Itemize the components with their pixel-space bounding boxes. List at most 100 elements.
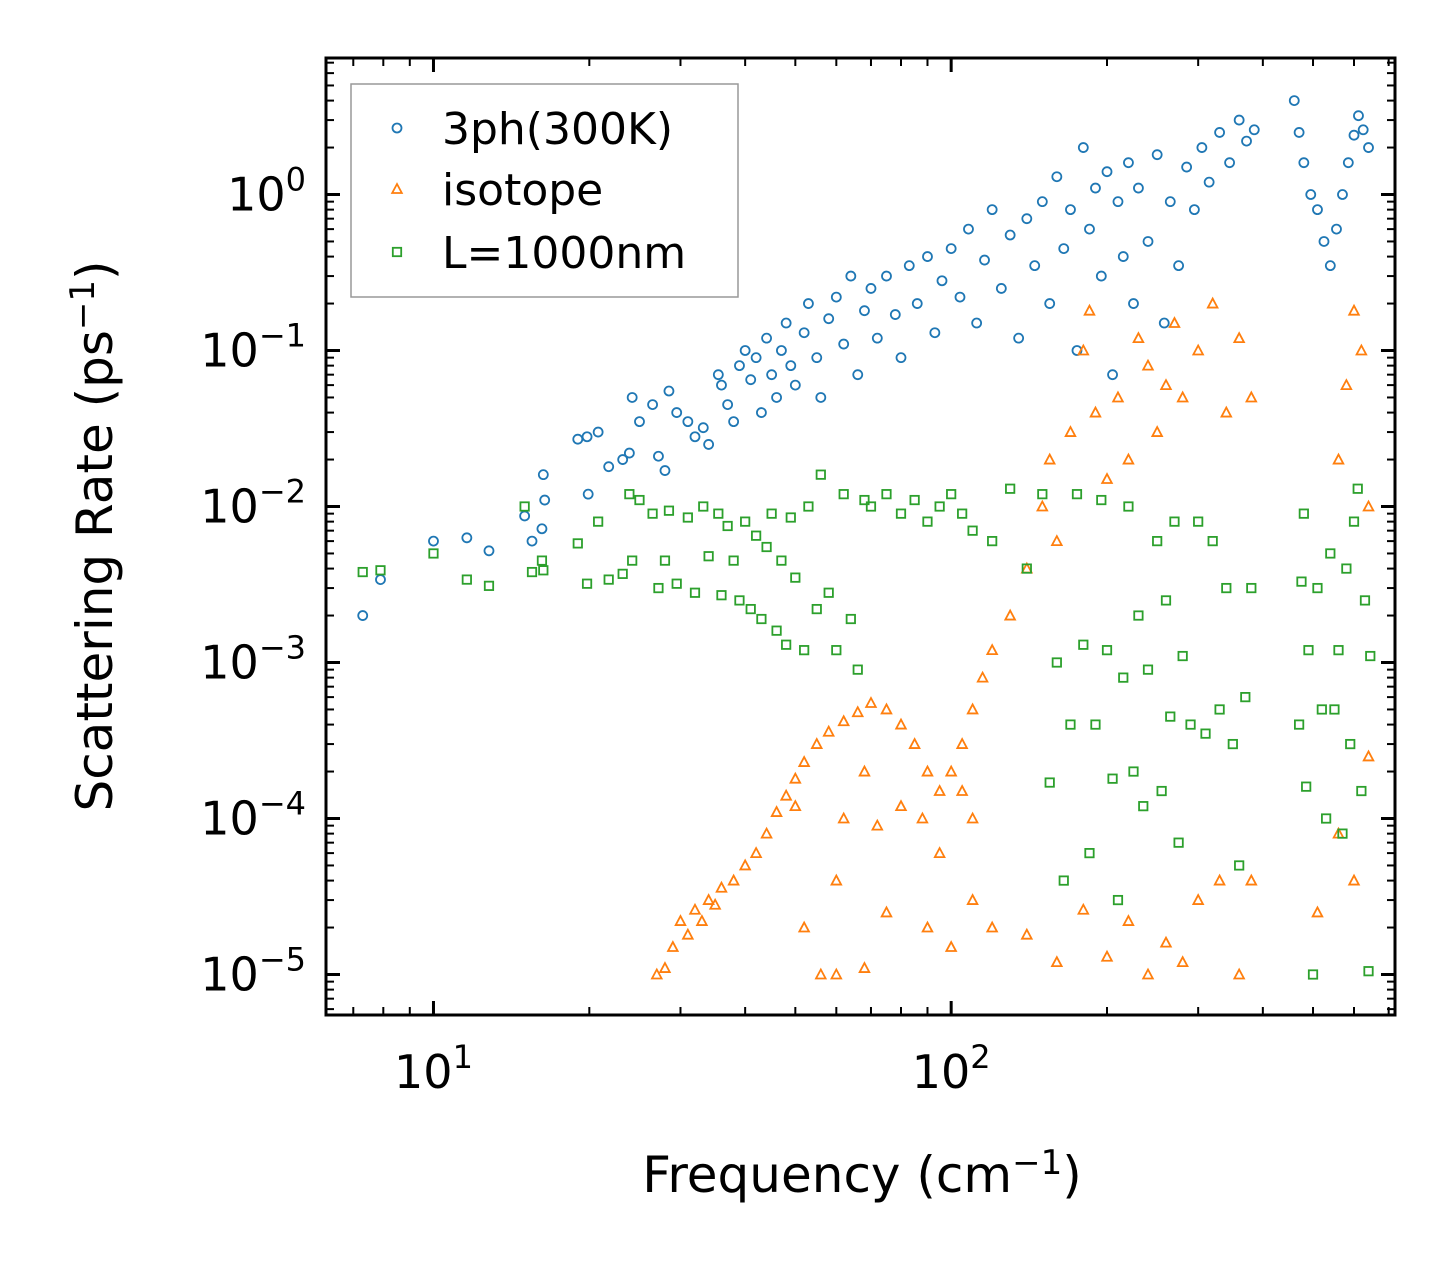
data-point xyxy=(626,392,638,403)
data-point xyxy=(995,283,1007,294)
data-point xyxy=(1214,127,1225,138)
data-point xyxy=(1185,719,1196,730)
data-point xyxy=(933,784,946,796)
x-tick-label: 101 xyxy=(394,1038,473,1099)
data-point xyxy=(987,536,998,547)
data-point xyxy=(581,578,593,589)
data-point xyxy=(375,565,386,576)
data-point xyxy=(864,696,878,708)
data-point xyxy=(810,737,824,749)
data-point xyxy=(722,399,734,411)
data-point xyxy=(1071,489,1083,500)
data-point xyxy=(837,811,850,824)
data-point xyxy=(822,724,835,737)
data-point xyxy=(1141,967,1155,980)
y-tick-label: 10−2 xyxy=(200,473,306,534)
data-point xyxy=(1207,536,1218,547)
data-point xyxy=(1296,576,1307,587)
data-point xyxy=(859,305,870,317)
data-point xyxy=(1221,582,1232,594)
data-point xyxy=(617,454,629,465)
data-point xyxy=(1084,848,1095,859)
data-point xyxy=(526,535,538,547)
data-point xyxy=(1325,548,1336,559)
data-point xyxy=(1303,645,1314,656)
data-point xyxy=(1191,893,1205,905)
data-point xyxy=(734,595,745,606)
legend-marker-square-icon xyxy=(391,246,403,258)
data-point xyxy=(823,313,835,325)
data-point xyxy=(483,580,495,591)
data-point xyxy=(929,327,941,339)
data-point xyxy=(838,338,850,350)
data-point xyxy=(797,920,811,933)
data-point xyxy=(1233,114,1245,126)
data-point xyxy=(837,714,850,727)
data-point xyxy=(881,270,892,282)
data-point xyxy=(1037,489,1048,500)
data-point xyxy=(770,805,783,817)
data-point xyxy=(1206,296,1219,309)
tick-labels: 101 102 100 10−1 10−2 10−3 10−4 10−5 xyxy=(200,161,990,1099)
data-point xyxy=(1159,378,1173,391)
data-point xyxy=(1132,331,1145,344)
data-point xyxy=(681,927,695,940)
data-point xyxy=(702,893,715,905)
data-point xyxy=(1065,204,1076,216)
data-point xyxy=(739,345,751,356)
data-point xyxy=(761,332,772,344)
data-point xyxy=(682,512,693,523)
data-point xyxy=(830,967,843,980)
data-point xyxy=(1101,166,1113,178)
data-point xyxy=(627,555,638,566)
data-point xyxy=(695,914,709,926)
data-point xyxy=(1077,142,1089,153)
data-point xyxy=(789,799,802,812)
data-point xyxy=(1329,704,1340,715)
y-tick-label: 10−3 xyxy=(200,629,306,690)
data-point xyxy=(756,407,767,418)
data-point xyxy=(971,317,983,329)
data-point xyxy=(966,702,979,715)
data-point xyxy=(1227,738,1238,750)
data-point xyxy=(911,298,923,309)
data-point xyxy=(894,799,908,812)
data-point xyxy=(780,317,792,329)
data-point xyxy=(1100,949,1114,962)
x-tick-label: 102 xyxy=(912,1038,991,1099)
data-point xyxy=(922,516,933,527)
data-point xyxy=(760,826,773,839)
data-point xyxy=(663,385,675,397)
data-point xyxy=(1058,243,1070,255)
data-point xyxy=(823,587,834,598)
data-point xyxy=(1138,801,1149,812)
data-point xyxy=(738,858,752,871)
data-point xyxy=(771,392,782,403)
data-point xyxy=(934,501,945,512)
data-point xyxy=(871,818,884,831)
data-point xyxy=(1107,369,1118,381)
data-point xyxy=(1122,452,1135,465)
data-point xyxy=(634,416,645,428)
data-point xyxy=(895,508,907,519)
y-tick-label: 100 xyxy=(227,161,306,222)
data-point xyxy=(1142,664,1154,675)
data-point xyxy=(1118,672,1129,683)
data-point xyxy=(658,961,672,973)
y-tick-label: 10−1 xyxy=(200,317,306,378)
data-point xyxy=(921,920,934,933)
data-point xyxy=(1169,516,1180,527)
data-point xyxy=(1248,124,1260,136)
data-point xyxy=(1342,157,1354,169)
data-point xyxy=(653,450,664,462)
data-point xyxy=(698,501,709,512)
data-point xyxy=(1158,317,1170,329)
data-point xyxy=(1312,582,1323,594)
data-point xyxy=(1288,95,1300,106)
data-point xyxy=(1357,124,1369,136)
data-point xyxy=(1191,343,1205,356)
data-point xyxy=(1246,582,1257,594)
data-point xyxy=(1168,316,1181,328)
data-point xyxy=(921,764,934,777)
